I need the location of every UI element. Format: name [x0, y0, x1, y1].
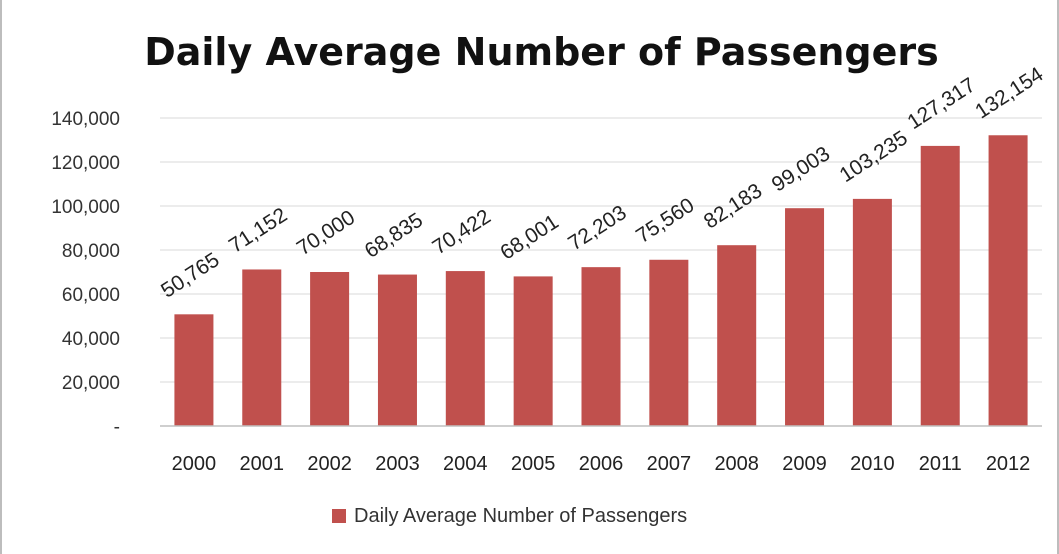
data-label: 127,317	[903, 73, 979, 134]
bar	[174, 314, 214, 426]
y-tick-label: 140,000	[51, 109, 120, 130]
x-tick-label: 2004	[443, 453, 488, 475]
bar	[513, 276, 553, 426]
data-label: 70,422	[429, 205, 495, 259]
x-tick-label: 2007	[647, 453, 692, 475]
bar	[988, 135, 1028, 426]
bar	[785, 208, 825, 426]
x-tick-label: 2008	[714, 453, 759, 475]
x-tick-label: 2010	[850, 453, 895, 475]
data-label: 132,154	[971, 63, 1047, 124]
data-label: 103,235	[836, 126, 912, 187]
data-label: 75,560	[632, 194, 698, 248]
bar	[310, 272, 350, 426]
y-tick-label: 120,000	[51, 153, 120, 174]
x-tick-label: 2009	[782, 453, 827, 475]
y-axis-tick-labels: - 20,000 40,000 60,000 80,000 100,000 120,000 1…	[51, 109, 120, 438]
data-label: 72,203	[564, 201, 630, 255]
legend: Daily Average Number of Passengers	[332, 503, 687, 529]
x-tick-label: 2012	[986, 453, 1031, 475]
y-tick-label: 100,000	[51, 197, 120, 218]
y-tick-label: 60,000	[62, 285, 120, 306]
data-label: 68,835	[361, 208, 427, 262]
chart-title: Daily Average Number of Passengers	[144, 30, 939, 74]
bars	[174, 135, 1028, 427]
x-tick-label: 2011	[919, 453, 962, 475]
x-tick-label: 2002	[307, 453, 352, 475]
y-tick-label: -	[114, 417, 120, 438]
bar	[377, 274, 417, 426]
data-label: 68,001	[496, 210, 562, 264]
bar	[852, 198, 892, 426]
x-axis-tick-labels: 2000 2001 2002 2003 2004 2005 2006 2007 2008 2009…	[172, 453, 1031, 475]
x-tick-label: 2003	[375, 453, 420, 475]
bar	[445, 271, 485, 426]
y-tick-label: 40,000	[62, 329, 120, 350]
x-tick-label: 2001	[240, 453, 285, 475]
bar	[649, 259, 689, 426]
legend-label: Daily Average Number of Passengers	[354, 504, 688, 527]
bar	[717, 245, 757, 426]
legend-swatch	[332, 509, 346, 523]
data-label: 70,000	[293, 206, 359, 260]
data-label: 99,003	[768, 142, 834, 196]
bar	[581, 267, 621, 426]
x-tick-label: 2000	[172, 453, 217, 475]
bar	[920, 145, 960, 427]
y-tick-label: 80,000	[62, 241, 120, 262]
x-tick-label: 2005	[511, 453, 556, 475]
y-tick-label: 20,000	[62, 373, 120, 394]
bar	[242, 269, 282, 426]
x-tick-label: 2006	[579, 453, 624, 475]
